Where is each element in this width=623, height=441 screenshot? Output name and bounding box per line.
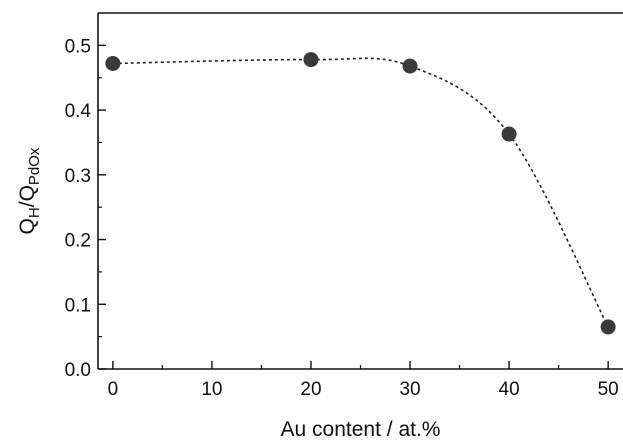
x-tick-label: 20 (300, 379, 321, 400)
x-tick-label: 50 (598, 379, 619, 400)
y-tick-label: 0.0 (65, 360, 91, 381)
data-point (402, 58, 418, 74)
x-axis-title: Au content / at.% (281, 418, 441, 441)
y-tick-label: 0.1 (65, 295, 91, 316)
data-point (105, 55, 121, 71)
y-tick-label: 0.3 (65, 166, 91, 187)
data-points (105, 52, 616, 335)
tick-labels: 0 10 20 30 40 50 0.0 0.1 0.2 0.3 0.4 0.5 (65, 36, 619, 400)
y-tick-label: 0.4 (65, 101, 92, 122)
data-point (501, 126, 517, 142)
y-axis-title-part: Q (16, 218, 39, 234)
y-tick-label: 0.2 (65, 231, 91, 252)
y-axis-title: QH/QPdOx (16, 147, 43, 234)
y-axis-title-part: /Q (16, 185, 39, 207)
x-tick-label: 40 (499, 379, 520, 400)
y-axis-title-part: PdOx (26, 147, 43, 185)
y-tick-label: 0.5 (65, 36, 91, 57)
x-tick-label: 30 (399, 379, 420, 400)
x-tick-label: 0 (108, 379, 119, 400)
series-trend-line (112, 57, 609, 328)
axes (97, 12, 623, 370)
data-point (600, 319, 616, 335)
y-axis-title-part: H (26, 207, 43, 218)
ticks (98, 44, 609, 370)
data-point (303, 52, 319, 68)
x-tick-label: 10 (201, 379, 222, 400)
